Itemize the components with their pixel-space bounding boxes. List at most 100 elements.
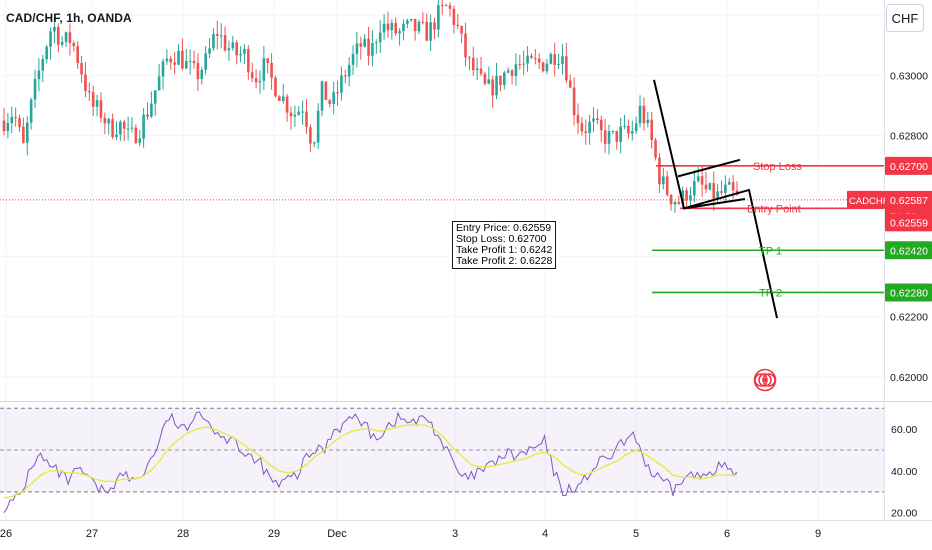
- candle-body: [685, 190, 688, 201]
- candle-body: [14, 116, 17, 119]
- candle-body: [231, 42, 235, 49]
- candle-body: [359, 43, 363, 47]
- candle-body: [266, 58, 270, 63]
- candle-body: [417, 21, 421, 32]
- candle-body: [107, 119, 111, 124]
- candle-body: [247, 48, 250, 73]
- candle-body: [549, 54, 553, 64]
- price-axis-tags: 0.62700CADCHF0.6258751:560.625590.624200…: [847, 156, 932, 302]
- candle-body: [720, 191, 723, 193]
- candle-body: [153, 90, 157, 104]
- candle-body: [425, 22, 429, 41]
- candle-body: [665, 176, 669, 195]
- trade-info-box: Entry Price: 0.62559 Stop Loss: 0.62700 …: [452, 221, 557, 269]
- candle-body: [378, 32, 382, 43]
- candle-body: [351, 53, 355, 65]
- candle-body: [518, 64, 522, 66]
- candle-body: [437, 5, 440, 30]
- candle-body: [561, 56, 564, 64]
- currency-button[interactable]: CHF: [886, 4, 924, 32]
- tp2-label: TP 2: [759, 287, 782, 299]
- candle-body: [503, 72, 506, 86]
- time-tick-label: 27: [86, 528, 98, 540]
- candle-body: [568, 80, 572, 88]
- candle-body: [394, 22, 398, 34]
- candle-body: [235, 42, 238, 56]
- candle-body: [669, 194, 673, 205]
- candle-body: [634, 123, 638, 131]
- candle-body: [328, 100, 332, 105]
- candle-body: [398, 31, 401, 34]
- entry-point-label: Entry Point: [747, 203, 801, 215]
- candle-body: [200, 69, 204, 80]
- candle-body: [99, 100, 103, 118]
- entry-price-text: Entry Price: 0.62559: [456, 222, 552, 234]
- candle-body: [22, 126, 25, 143]
- candle-body: [700, 176, 704, 185]
- candle-body: [45, 46, 48, 60]
- candles: [2, 0, 739, 213]
- candle-body: [243, 48, 246, 54]
- candle-body: [212, 34, 215, 49]
- candle-body: [421, 21, 425, 23]
- candle-body: [580, 123, 584, 132]
- rsi-ma-line: [3, 424, 737, 499]
- candle-body: [712, 183, 716, 199]
- candle-body: [537, 58, 541, 63]
- candle-body: [390, 22, 394, 31]
- candle-body: [696, 176, 700, 182]
- candle-body: [49, 31, 52, 47]
- candle-body: [681, 190, 685, 204]
- rsi-tick-label: 60.00: [891, 424, 917, 436]
- last-price-tag: 0.62587: [890, 195, 928, 207]
- candle-body: [316, 110, 320, 143]
- candle-body: [615, 130, 619, 142]
- time-tick-label: 28: [177, 528, 189, 540]
- flag-upper-line[interactable]: [677, 158, 741, 178]
- candle-body: [6, 123, 10, 132]
- candle-body: [126, 128, 130, 130]
- candle-body: [343, 75, 347, 77]
- candle-body: [452, 8, 456, 25]
- candle-body: [677, 202, 681, 204]
- candle-body: [382, 23, 386, 33]
- tp1-label: TP 1: [759, 245, 782, 257]
- candle-body: [440, 5, 444, 7]
- price-axis[interactable]: 0.63000 0.62800 0.62200 0.62000: [890, 70, 928, 384]
- symbol-tag: CADCHF: [849, 196, 889, 207]
- candle-body: [281, 96, 285, 101]
- rsi-line: [3, 411, 738, 513]
- tradingview-logo-icon[interactable]: [748, 368, 782, 392]
- flag-pattern-line[interactable]: [653, 79, 778, 319]
- candle-body: [630, 130, 634, 134]
- candle-body: [312, 142, 316, 144]
- candle-body: [642, 105, 646, 124]
- stop-loss-label: Stop Loss: [753, 161, 802, 173]
- candle-body: [301, 111, 304, 113]
- candle-body: [161, 61, 165, 77]
- candle-body: [84, 74, 87, 92]
- tp2-price-tag: 0.62280: [890, 287, 928, 299]
- candle-body: [111, 119, 114, 138]
- candle-body: [406, 20, 409, 24]
- stop-loss-text: Stop Loss: 0.62700: [456, 233, 547, 245]
- time-axis[interactable]: 26 27 28 29 Dec 3 4 5 6 9: [0, 528, 821, 540]
- candle-body: [704, 184, 708, 190]
- candle-body: [336, 92, 339, 94]
- candle-body: [607, 131, 611, 144]
- candle-body: [689, 195, 692, 201]
- candle-body: [130, 127, 134, 129]
- candle-body: [41, 59, 45, 71]
- candle-body: [592, 118, 595, 122]
- candle-body: [541, 62, 545, 72]
- candle-body: [475, 68, 479, 71]
- candle-body: [627, 125, 630, 134]
- candle-body: [146, 114, 149, 117]
- candle-body: [53, 27, 56, 32]
- time-tick-label: 6: [724, 528, 730, 540]
- flag-lower-line[interactable]: [683, 198, 746, 210]
- candle-body: [646, 119, 650, 124]
- candle-body: [103, 117, 107, 124]
- stop-price-tag-bg: [885, 156, 932, 175]
